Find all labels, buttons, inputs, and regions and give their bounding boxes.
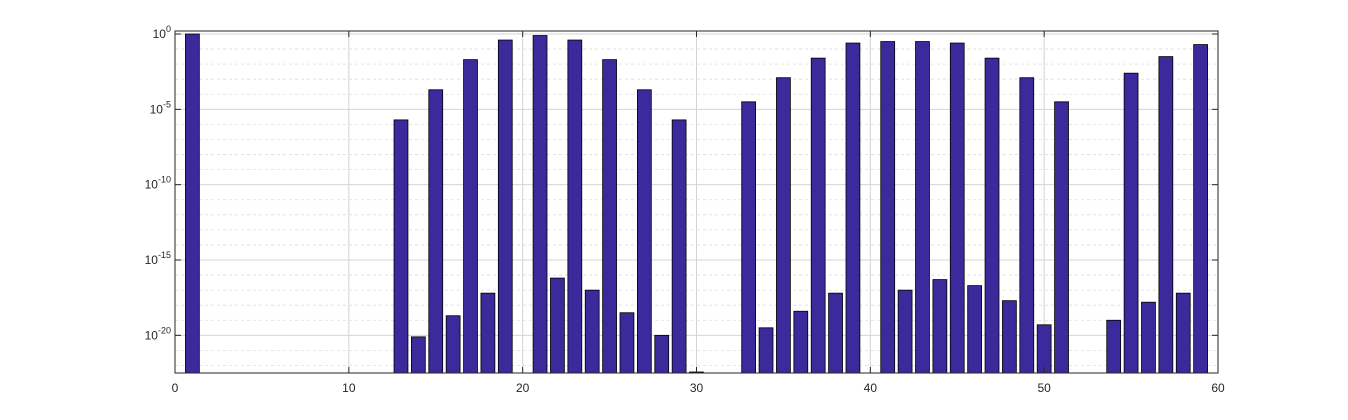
bar <box>1158 56 1174 374</box>
y-tick-label: 100 <box>153 24 171 41</box>
bar <box>619 312 635 374</box>
bar <box>463 59 478 374</box>
bar <box>984 57 1000 374</box>
y-tick-label: 10-15 <box>145 250 171 267</box>
bar <box>915 41 930 374</box>
y-tick-label-exponent: -5 <box>163 99 171 109</box>
bar <box>584 289 600 374</box>
bar <box>880 41 896 374</box>
bar <box>967 285 982 374</box>
y-tick-label: 10-5 <box>150 99 171 116</box>
bar <box>793 310 809 374</box>
bar <box>671 119 687 374</box>
bar <box>1193 44 1208 374</box>
bar <box>1106 319 1122 374</box>
bar <box>654 334 670 374</box>
x-tick-label: 30 <box>690 381 704 395</box>
bar <box>828 292 843 374</box>
y-tick-label-base: 10 <box>150 102 164 116</box>
y-tick-label: 10-10 <box>145 175 171 192</box>
y-tick-label: 10-20 <box>145 325 171 342</box>
x-tick-label: 60 <box>1211 381 1225 395</box>
y-tick-label-exponent: 0 <box>166 24 171 34</box>
bar <box>1002 300 1017 374</box>
x-tick-label: 0 <box>172 381 179 395</box>
tick-marks <box>174 31 1219 373</box>
y-tick-label-base: 10 <box>153 27 167 41</box>
bar <box>393 119 409 374</box>
bar <box>949 42 965 374</box>
bar <box>445 315 461 374</box>
bar <box>428 89 444 374</box>
y-tick-label-exponent: -10 <box>158 175 171 185</box>
bar <box>411 336 426 374</box>
bars <box>185 33 1208 374</box>
x-tick-label: 10 <box>342 381 356 395</box>
bar <box>810 57 826 374</box>
bar <box>1054 101 1069 374</box>
bar <box>567 39 583 374</box>
y-tick-label-exponent: -15 <box>158 250 171 260</box>
bar <box>185 33 200 374</box>
y-tick-label-base: 10 <box>145 178 159 192</box>
bar <box>1123 72 1139 374</box>
bar <box>845 42 861 374</box>
bar <box>550 277 565 374</box>
bar <box>532 35 548 374</box>
y-tick-label-base: 10 <box>145 328 159 342</box>
x-tick-label: 20 <box>516 381 530 395</box>
bar <box>897 289 913 374</box>
x-tick-labels: 0 10 20 30 40 50 60 <box>172 381 1225 395</box>
bar <box>480 292 496 374</box>
bar <box>636 89 652 374</box>
bar <box>776 77 791 374</box>
bar <box>497 39 513 374</box>
y-tick-label-base: 10 <box>145 253 159 267</box>
y-tick-label-exponent: -20 <box>158 325 171 335</box>
bar <box>1036 324 1052 374</box>
bar <box>1019 77 1035 374</box>
bar <box>932 279 948 374</box>
x-tick-label: 40 <box>864 381 878 395</box>
bar <box>741 101 757 374</box>
bar <box>1141 301 1156 374</box>
bar <box>758 327 774 374</box>
bar <box>1175 292 1191 374</box>
x-tick-label: 50 <box>1037 381 1051 395</box>
bar <box>602 59 617 374</box>
